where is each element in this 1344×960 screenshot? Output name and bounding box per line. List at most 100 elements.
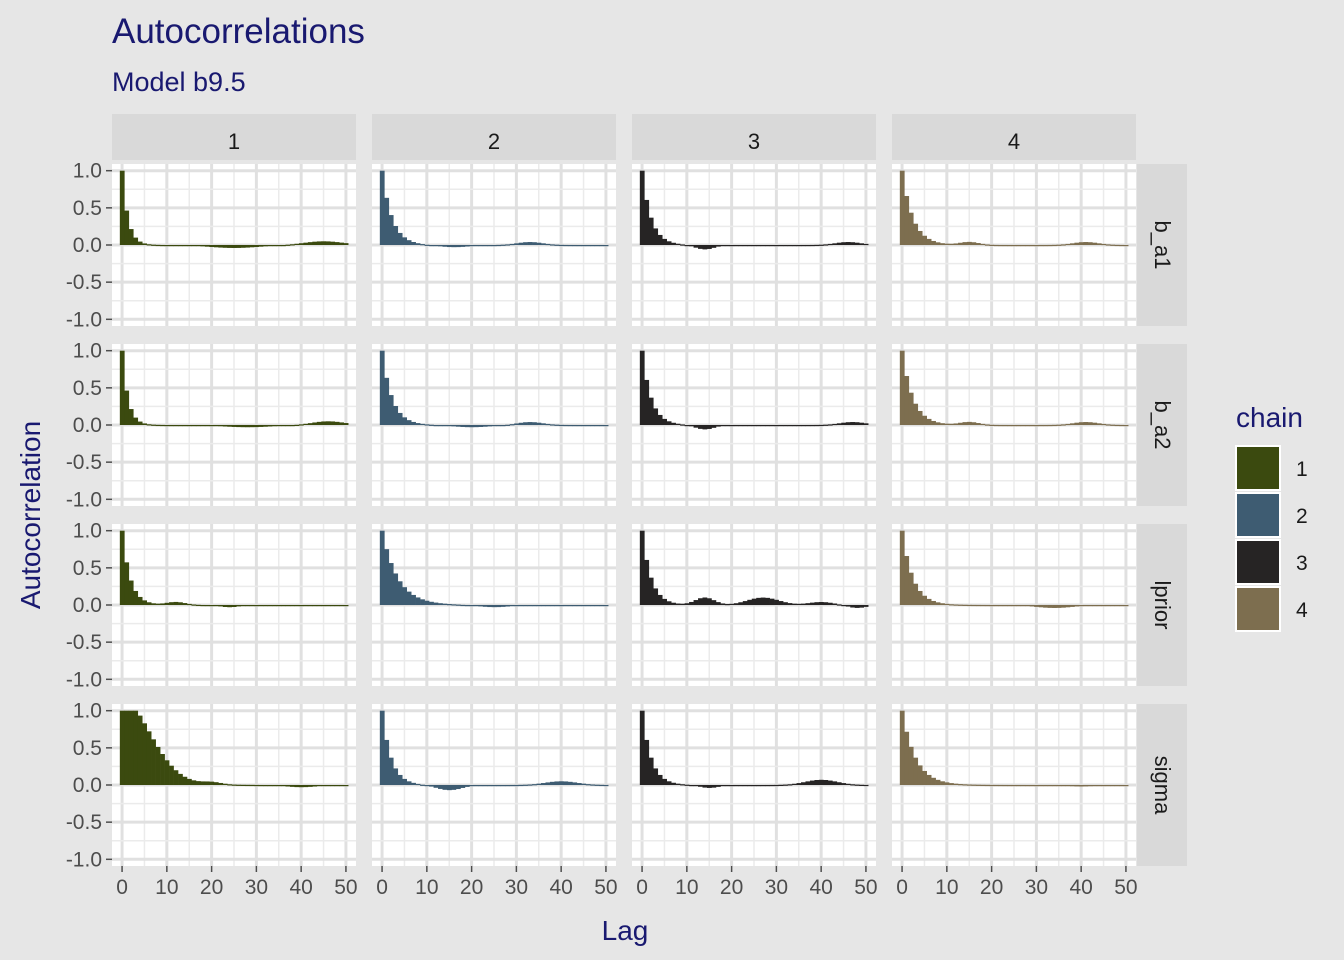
- acf-bar: [751, 598, 757, 605]
- acf-bar: [514, 784, 519, 787]
- acf-bar: [298, 605, 304, 607]
- acf-bar: [738, 245, 744, 247]
- acf-bar: [1092, 242, 1098, 245]
- acf-bar: [572, 782, 578, 785]
- acf-bar: [285, 605, 291, 607]
- acf-bar: [1034, 245, 1039, 247]
- acf-bar: [545, 605, 551, 607]
- acf-bar: [796, 603, 802, 605]
- acf-bar: [267, 245, 273, 247]
- acf-bar: [698, 425, 703, 429]
- acf-bar: [998, 784, 1004, 787]
- acf-bar: [1105, 244, 1111, 246]
- acf-bar: [1011, 245, 1017, 247]
- acf-bar: [545, 782, 551, 785]
- acf-bar: [742, 601, 748, 605]
- acf-bar: [527, 784, 533, 786]
- acf-bar: [438, 785, 443, 789]
- acf-bar: [940, 781, 945, 785]
- acf-bar: [164, 424, 170, 427]
- acf-bar: [1114, 424, 1120, 427]
- x-axis: 0 10 20 30 40 50 0 10 20 30 40 50 0 10 20 30 40 50 0 10 20 30…: [116, 866, 1138, 899]
- acf-bar: [729, 785, 735, 787]
- acf-bar: [581, 605, 587, 607]
- acf-bar: [1101, 243, 1107, 246]
- acf-bar: [801, 244, 806, 247]
- acf-bar: [841, 783, 847, 785]
- acf-bar: [827, 243, 833, 246]
- acf-bar: [276, 425, 282, 427]
- acf-bar: [549, 244, 555, 246]
- acf-bar: [944, 603, 950, 606]
- acf-bar: [563, 605, 569, 607]
- acf-bar: [1119, 424, 1124, 427]
- acf-bar: [684, 245, 690, 247]
- acf-bar: [433, 245, 439, 247]
- acf-bar: [836, 782, 842, 785]
- acf-bar: [455, 425, 461, 427]
- acf-bar: [599, 605, 604, 607]
- acf-bar: [155, 424, 161, 427]
- acf-bar: [935, 602, 941, 605]
- acf-bar: [406, 420, 412, 425]
- acf-bar: [209, 605, 215, 607]
- acf-bar: [209, 245, 215, 248]
- acf-bar: [783, 425, 788, 427]
- acf-bar: [509, 605, 515, 607]
- acf-bar: [231, 425, 237, 427]
- acf-bar: [249, 784, 255, 787]
- acf-bar: [917, 230, 923, 245]
- acf-bar: [931, 240, 936, 245]
- acf-bar: [240, 425, 246, 428]
- acf-bar: [818, 602, 824, 605]
- legend-title: chain: [1236, 402, 1303, 433]
- acf-bar: [738, 425, 744, 427]
- acf-bar: [1092, 605, 1098, 607]
- acf-bar: [899, 530, 905, 605]
- acf-bar: [698, 245, 703, 249]
- acf-bar: [249, 605, 255, 607]
- acf-bar: [738, 602, 744, 605]
- y-tick-label: 0.5: [73, 737, 102, 760]
- acf-bar: [379, 710, 385, 785]
- acf-bar: [316, 785, 322, 787]
- acf-bar: [541, 243, 546, 245]
- acf-bar: [841, 422, 847, 425]
- acf-bar: [680, 244, 685, 246]
- acf-bar: [935, 242, 941, 245]
- acf-bar: [1007, 605, 1013, 607]
- acf-bar: [491, 605, 497, 608]
- acf-bar: [720, 425, 726, 427]
- acf-bar: [151, 739, 156, 785]
- acf-bar: [756, 425, 762, 427]
- acf-bar: [769, 598, 775, 605]
- acf-bar: [164, 602, 170, 605]
- acf-bar: [648, 217, 654, 245]
- acf-bar: [527, 242, 533, 245]
- acf-bar: [863, 423, 869, 425]
- acf-bar: [137, 715, 143, 785]
- acf-bar: [940, 243, 945, 245]
- acf-bar: [182, 603, 188, 605]
- acf-bar: [845, 605, 851, 607]
- acf-bar: [446, 785, 452, 791]
- acf-bar: [151, 244, 156, 246]
- acf-bar: [245, 784, 250, 787]
- legend-key-chain-1: [1235, 445, 1281, 491]
- acf-bar: [455, 785, 461, 790]
- acf-bar: [922, 595, 927, 605]
- acf-bar: [227, 425, 233, 427]
- acf-bar: [1114, 785, 1120, 787]
- acf-bar: [1069, 785, 1075, 787]
- acf-bar: [953, 604, 959, 606]
- acf-bar: [231, 784, 237, 786]
- acf-bar: [908, 212, 914, 245]
- acf-bar: [218, 245, 224, 248]
- x-tick-label: 10: [935, 876, 958, 899]
- acf-bar: [160, 603, 165, 605]
- acf-bar: [469, 425, 475, 428]
- acf-bar: [792, 425, 797, 427]
- acf-bar: [186, 425, 192, 427]
- acf-bar: [518, 784, 524, 787]
- acf-bar: [576, 425, 582, 427]
